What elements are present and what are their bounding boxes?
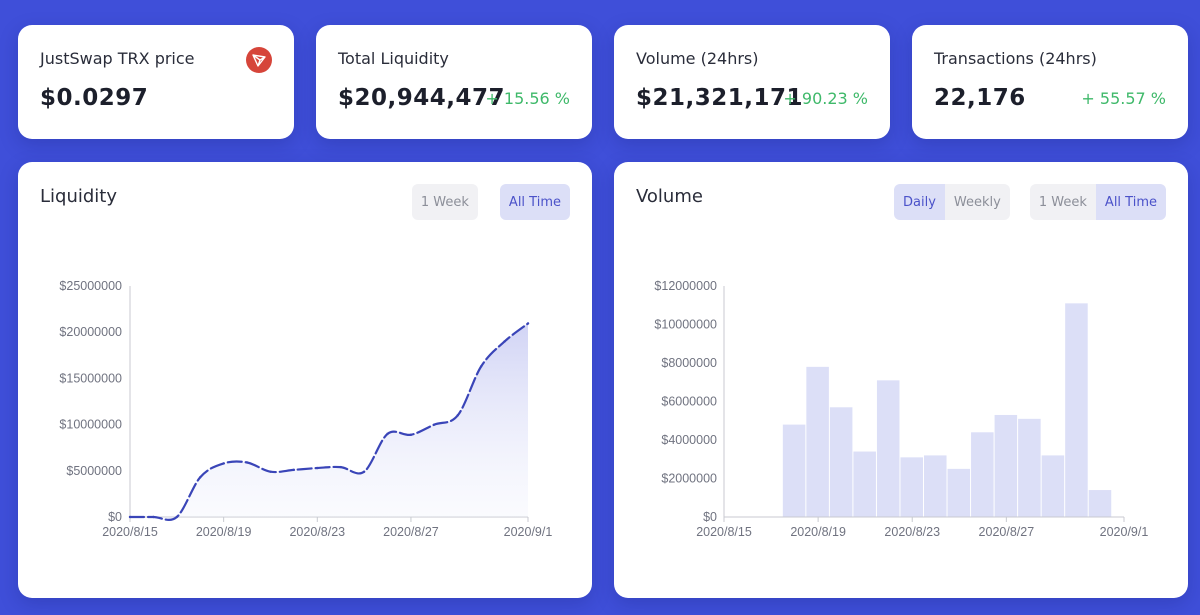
volume-x-tick-label: 2020/8/23	[884, 525, 940, 539]
liquidity-y-tick-label: $10000000	[59, 418, 122, 432]
liquidity-y-tick-label: $20000000	[59, 325, 122, 339]
liquidity-panel: Liquidity 1 Week All Time $0 $5000000 $100…	[18, 162, 592, 598]
volume-bar	[1018, 418, 1041, 517]
liquidity-range-toggle: 1 Week All Time	[411, 184, 570, 220]
liquidity-range-1-week-button[interactable]: 1 Week	[411, 184, 478, 220]
volume-bar	[782, 424, 806, 517]
liquidity-range-all-time-button[interactable]: All Time	[499, 184, 570, 220]
liquidity-data-point	[362, 470, 366, 473]
liquidity-y-tick-label: $0	[108, 510, 122, 524]
stat-value: 22,176	[934, 85, 1026, 111]
liquidity-data-point	[222, 462, 225, 465]
stat-value: $21,321,171	[636, 85, 804, 111]
liquidity-data-point	[269, 470, 272, 473]
volume-y-tick-label: $8000000	[661, 356, 717, 370]
liquidity-data-point	[433, 423, 436, 426]
liquidity-data-point	[526, 322, 530, 325]
volume-bar	[947, 468, 971, 517]
volume-bar	[900, 457, 923, 517]
stat-title: Volume (24hrs)	[636, 49, 759, 68]
volume-bar	[924, 455, 947, 517]
stat-card-transactions-24h: Transactions (24hrs) 22,176 + 55.57 %	[912, 25, 1188, 139]
liquidity-data-point	[175, 515, 179, 519]
liquidity-x-tick-label: 2020/8/27	[383, 525, 439, 539]
volume-weekly-button[interactable]: Weekly	[944, 184, 1010, 220]
volume-y-tick-label: $12000000	[654, 279, 717, 293]
volume-range-toggle: 1 Week All Time	[1029, 184, 1166, 220]
liquidity-x-tick-label: 2020/8/19	[196, 525, 252, 539]
volume-x-tick-label: 2020/8/15	[696, 525, 752, 539]
volume-daily-button[interactable]: Daily	[894, 184, 945, 220]
stat-change: + 15.56 %	[485, 89, 570, 108]
liquidity-data-point	[503, 340, 506, 343]
volume-title: Volume	[636, 186, 703, 207]
volume-y-tick-label: $2000000	[661, 472, 717, 486]
liquidity-area-fill	[130, 323, 528, 520]
stat-card-volume-24h: Volume (24hrs) $21,321,171 + 90.23 %	[614, 25, 890, 139]
volume-y-tick-label: $0	[703, 510, 717, 524]
stat-value: $20,944,477	[338, 85, 506, 111]
volume-range-1-week-button[interactable]: 1 Week	[1029, 184, 1096, 220]
volume-period-toggle: Daily Weekly	[894, 184, 1010, 220]
stat-change: + 90.23 %	[783, 89, 868, 108]
volume-y-tick-label: $10000000	[654, 318, 717, 332]
stat-title: Total Liquidity	[338, 49, 449, 68]
liquidity-data-point	[456, 414, 459, 417]
liquidity-x-tick-label: 2020/8/23	[289, 525, 345, 539]
volume-bar	[994, 414, 1018, 517]
volume-bar	[1088, 490, 1112, 517]
stat-card-total-liquidity: Total Liquidity $20,944,477 + 15.56 %	[316, 25, 592, 139]
volume-bar	[806, 366, 829, 517]
volume-panel: Volume Daily Weekly 1 Week All Time $0 $2…	[614, 162, 1188, 598]
liquidity-data-point	[199, 476, 202, 479]
volume-bar	[971, 432, 994, 517]
liquidity-y-tick-label: $5000000	[66, 464, 122, 478]
volume-bar	[876, 380, 900, 517]
stat-title: Transactions (24hrs)	[934, 49, 1097, 68]
volume-x-tick-label: 2020/8/27	[979, 525, 1035, 539]
liquidity-data-point	[479, 365, 483, 368]
liquidity-data-point	[128, 515, 132, 519]
liquidity-x-tick-label: 2020/8/15	[102, 525, 158, 539]
liquidity-data-point	[152, 515, 155, 519]
volume-x-tick-label: 2020/9/1	[1100, 525, 1149, 539]
volume-y-tick-label: $6000000	[661, 395, 717, 409]
volume-y-tick-label: $4000000	[661, 433, 717, 447]
volume-bar	[1065, 303, 1088, 517]
liquidity-x-tick-label: 2020/9/1	[504, 525, 553, 539]
stat-value: $0.0297	[40, 85, 149, 111]
liquidity-data-point	[339, 465, 342, 469]
liquidity-y-tick-label: $15000000	[59, 371, 122, 385]
liquidity-data-point	[245, 461, 249, 464]
stat-card-trx-price: JustSwap TRX price $0.0297	[18, 25, 294, 139]
liquidity-data-point	[386, 432, 389, 436]
liquidity-y-tick-label: $25000000	[59, 279, 122, 293]
liquidity-data-point	[409, 433, 413, 436]
volume-chart: $0 $2000000 $4000000 $6000000 $8000000 $10000…	[654, 279, 1149, 539]
liquidity-chart: $0 $5000000 $10000000 $15000000 $20000000 $25…	[59, 279, 553, 539]
liquidity-series-line	[128, 322, 530, 522]
volume-bar	[853, 451, 876, 517]
volume-x-tick-label: 2020/8/19	[790, 525, 846, 539]
volume-bar	[829, 407, 853, 517]
stat-change: + 55.57 %	[1081, 89, 1166, 108]
liquidity-data-point	[316, 466, 319, 470]
liquidity-data-point	[292, 468, 296, 472]
tron-logo-icon	[246, 47, 272, 73]
volume-range-all-time-button[interactable]: All Time	[1095, 184, 1166, 220]
liquidity-title: Liquidity	[40, 186, 118, 207]
volume-bar	[1041, 455, 1065, 517]
stat-title: JustSwap TRX price	[40, 49, 195, 68]
